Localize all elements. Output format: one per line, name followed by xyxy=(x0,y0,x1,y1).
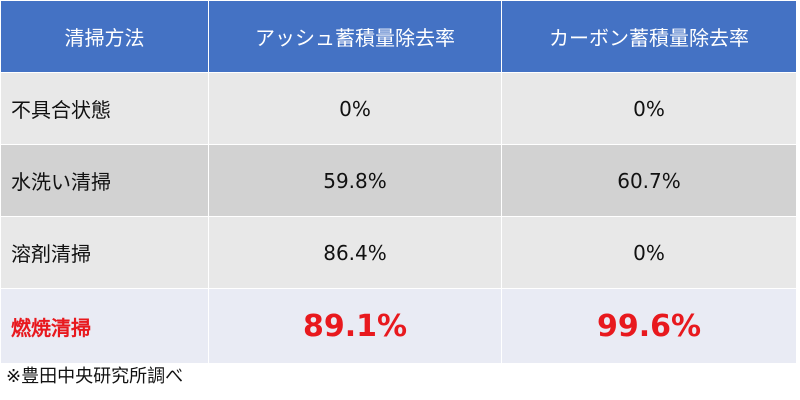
footnote: ※豊田中央研究所調べ xyxy=(6,366,184,387)
method-cell: 燃焼清掃 xyxy=(0,288,209,364)
rate-cell: 0% xyxy=(208,72,502,145)
header-cell: アッシュ蓄積量除去率 xyxy=(208,0,502,73)
rate-cell: 99.6% xyxy=(501,288,797,364)
table-row: 溶剤清掃 86.4% 0% xyxy=(0,216,797,289)
rate-cell: 0% xyxy=(501,216,797,289)
rate-cell: 0% xyxy=(501,72,797,145)
rate-cell: 60.7% xyxy=(501,144,797,217)
removal-table: 清掃方法 アッシュ蓄積量除去率 カーボン蓄積量除去率 不具合状態 0% 0% 水洗い清掃 5… xyxy=(0,0,797,364)
method-cell: 溶剤清掃 xyxy=(0,216,209,289)
table-row: 不具合状態 0% 0% xyxy=(0,72,797,145)
method-cell: 不具合状態 xyxy=(0,72,209,145)
table-row: 水洗い清掃 59.8% 60.7% xyxy=(0,144,797,217)
header-cell: カーボン蓄積量除去率 xyxy=(501,0,797,73)
header-cell: 清掃方法 xyxy=(0,0,209,73)
rate-cell: 59.8% xyxy=(208,144,502,217)
rate-cell: 86.4% xyxy=(208,216,502,289)
table-body: 不具合状態 0% 0% 水洗い清掃 59.8% 60.7% 溶剤清掃 86.4% 0% 燃焼清掃 8… xyxy=(0,72,797,364)
rate-cell: 89.1% xyxy=(208,288,502,364)
table-row: 燃焼清掃 89.1% 99.6% xyxy=(0,288,797,364)
header-row: 清掃方法 アッシュ蓄積量除去率 カーボン蓄積量除去率 xyxy=(0,0,797,73)
method-cell: 水洗い清掃 xyxy=(0,144,209,217)
